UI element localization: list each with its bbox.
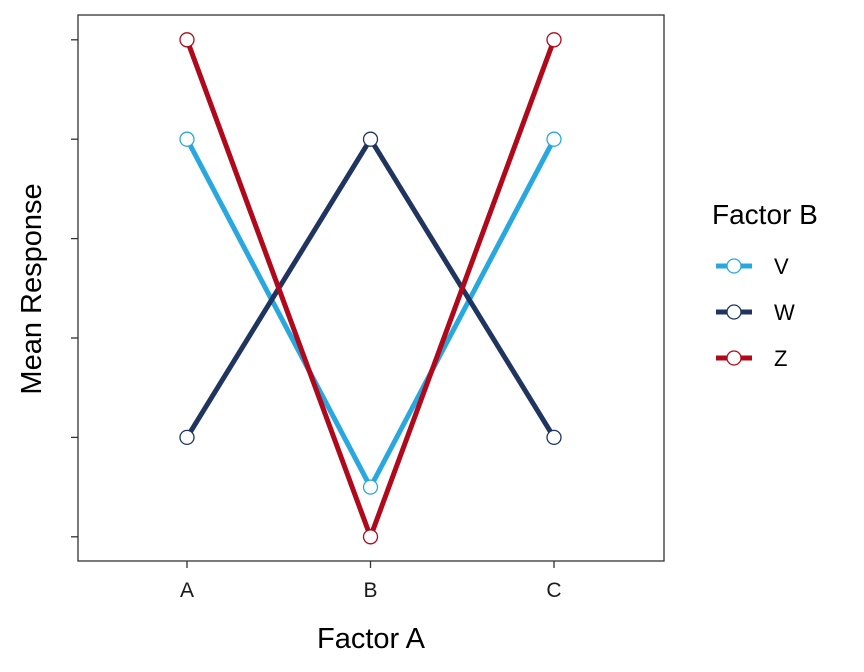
x-axis-ticks: A B C: [180, 561, 562, 602]
legend-key-point-W: [726, 304, 742, 320]
point-Z-C: [546, 32, 562, 48]
legend-key-point-V: [726, 258, 742, 274]
x-tick-label-A: A: [180, 579, 194, 602]
y-axis-ticks: [71, 39, 78, 538]
point-V-C: [546, 131, 562, 147]
series-points: [179, 32, 562, 545]
legend-label-V: V: [774, 254, 789, 279]
point-Z-B: [362, 529, 379, 545]
x-tick-label-B: B: [363, 579, 377, 602]
legend-label-Z: Z: [774, 346, 787, 371]
y-axis-title: Mean Response: [16, 183, 48, 394]
point-W-B: [362, 131, 379, 147]
point-V-B: [362, 479, 379, 495]
point-V-A: [179, 131, 195, 147]
legend-title: Factor B: [712, 199, 818, 230]
plot-panel: [77, 14, 665, 562]
point-Z-A: [179, 32, 195, 48]
point-W-C: [546, 429, 562, 446]
legend-label-W: W: [774, 300, 795, 325]
x-axis-title: Factor A: [317, 623, 426, 655]
point-W-A: [179, 429, 195, 446]
legend-key-point-Z: [726, 350, 742, 366]
x-tick-label-C: C: [546, 579, 561, 602]
legend: Factor B VWZ: [712, 199, 818, 371]
